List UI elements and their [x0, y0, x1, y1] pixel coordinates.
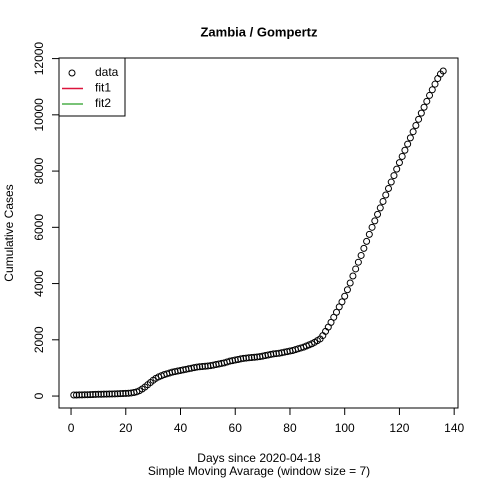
data-point	[75, 391, 83, 399]
data-point	[387, 178, 395, 186]
data-point	[360, 244, 368, 252]
data-point	[114, 390, 122, 398]
data-point	[428, 86, 436, 94]
data-point	[393, 165, 401, 173]
y-tick-label: 10000	[32, 98, 46, 132]
data-point	[108, 390, 116, 398]
y-tick-label: 0	[32, 392, 46, 399]
data-point	[70, 391, 78, 399]
data-point	[103, 390, 111, 398]
y-tick-label: 6000	[32, 214, 46, 241]
data-point	[398, 152, 406, 160]
data-point	[73, 391, 81, 399]
data-point	[86, 391, 94, 399]
data-point	[97, 390, 105, 398]
data-point	[382, 191, 390, 199]
data-point	[357, 251, 365, 259]
data-point	[412, 122, 420, 130]
data-point	[439, 67, 447, 75]
data-point	[354, 258, 362, 266]
data-point	[349, 272, 357, 280]
data-point	[83, 391, 91, 399]
data-point	[89, 391, 97, 399]
data-point	[338, 298, 346, 306]
data-point	[384, 185, 392, 193]
y-axis-label: Cumulative Cases	[2, 184, 16, 281]
data-point	[401, 146, 409, 154]
data-point	[420, 103, 428, 111]
data-point	[78, 391, 86, 399]
x-tick-label: 100	[335, 421, 355, 435]
x-tick-label: 20	[119, 421, 133, 435]
data-point	[409, 128, 417, 136]
data-point	[368, 223, 376, 231]
data-point	[346, 279, 354, 287]
data-point	[406, 134, 414, 142]
data-point	[332, 308, 340, 316]
data-point	[371, 217, 379, 225]
data-point	[379, 197, 387, 205]
legend-label: data	[95, 65, 119, 79]
subtitle: Simple Moving Avarage (window size = 7)	[148, 464, 370, 478]
data-point	[426, 91, 434, 99]
data-point	[390, 172, 398, 180]
y-tick-label: 4000	[32, 270, 46, 297]
data-point	[423, 97, 431, 105]
y-tick-label: 8000	[32, 157, 46, 184]
data-point	[343, 286, 351, 294]
data-point	[363, 237, 371, 245]
data-point	[111, 390, 119, 398]
data-point	[417, 109, 425, 117]
x-axis-label: Days since 2020-04-18	[197, 451, 321, 465]
data-point	[376, 204, 384, 212]
x-tick-label: 40	[174, 421, 188, 435]
data-point	[119, 390, 127, 398]
data-point	[352, 265, 360, 273]
x-tick-label: 0	[68, 421, 75, 435]
data-point	[116, 390, 124, 398]
data-point	[100, 390, 108, 398]
x-tick-label: 60	[229, 421, 243, 435]
data-point	[374, 210, 382, 218]
legend-symbol	[68, 69, 76, 77]
data-point	[122, 389, 130, 397]
data-point	[94, 390, 102, 398]
legend-box	[58, 57, 126, 117]
data-point	[395, 159, 403, 167]
data-point	[415, 115, 423, 123]
x-tick-label: 120	[389, 421, 409, 435]
y-tick-label: 12000	[32, 42, 46, 76]
data-point	[81, 391, 89, 399]
data-point	[365, 230, 373, 238]
data-point	[431, 80, 439, 88]
x-tick-label: 140	[444, 421, 464, 435]
data-point	[105, 390, 113, 398]
y-tick-label: 2000	[32, 326, 46, 353]
data-point	[404, 140, 412, 148]
data-point	[341, 292, 349, 300]
data-point	[92, 390, 100, 398]
x-tick-label: 80	[283, 421, 297, 435]
legend-label: fit1	[95, 81, 111, 95]
chart-title: Zambia / Gompertz	[200, 24, 318, 39]
legend-label: fit2	[95, 96, 111, 110]
